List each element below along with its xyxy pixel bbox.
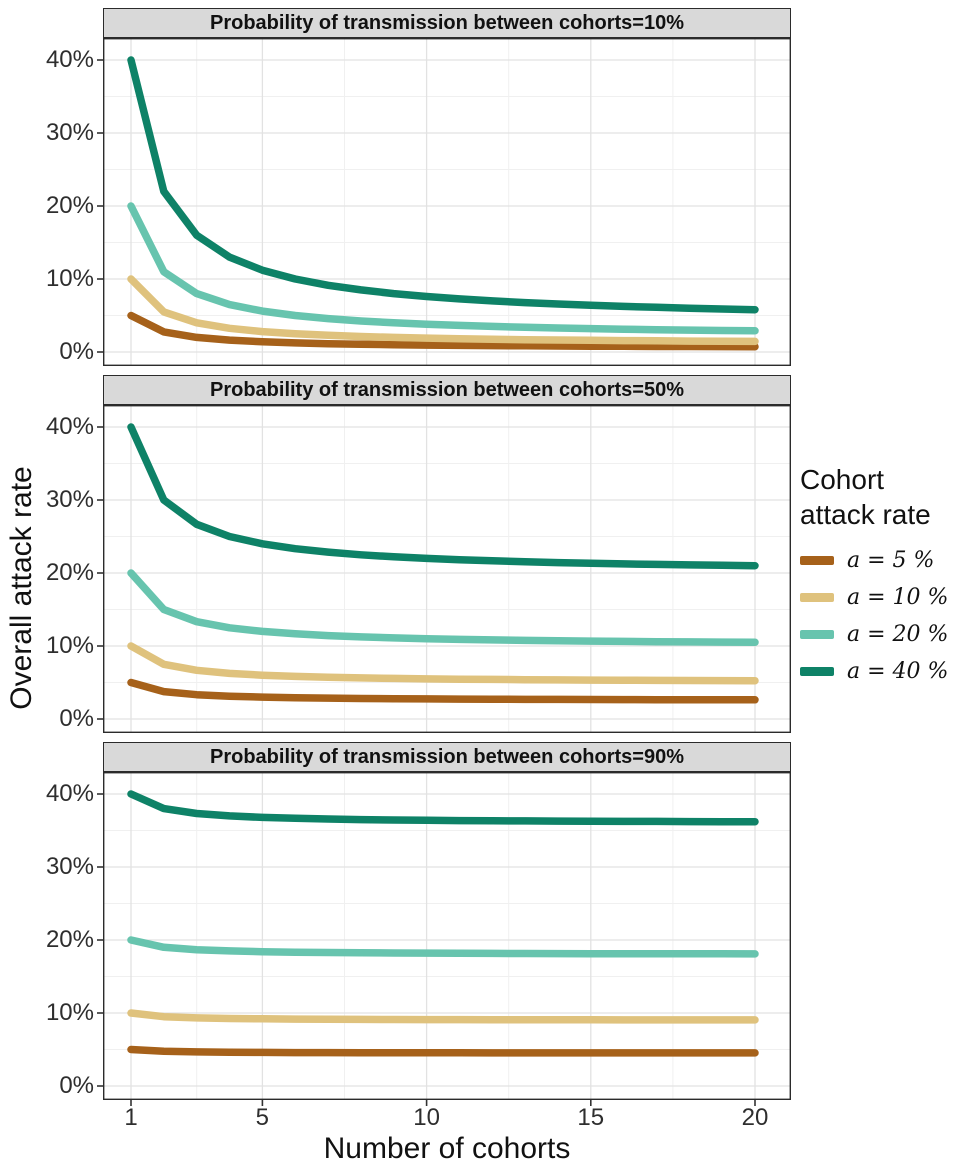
legend-entry: a = 40 %: [800, 658, 976, 684]
y-tick-label: 10%: [45, 632, 94, 659]
y-axis-tick-labels-panel2: 0% 10% 20% 30% 40%: [20, 405, 94, 733]
x-tick-label: 15: [577, 1104, 605, 1131]
legend-entry: a = 20 %: [800, 621, 976, 647]
legend-title: Cohort attack rate: [800, 464, 931, 530]
legend-entry: a = 10 %: [800, 584, 976, 610]
facet-strip-label: Probability of transmission between coho…: [209, 378, 684, 401]
legend-entry-label: a = 10 %: [847, 584, 949, 610]
x-axis-tick-labels: 1 5 10 15 20: [103, 1104, 791, 1132]
y-tick-label: 30%: [45, 119, 94, 146]
x-tick-label: 20: [741, 1104, 769, 1131]
y-tick-label: 0%: [59, 338, 94, 365]
x-tick-label: 10: [413, 1104, 440, 1131]
facet-panel-50pct: Probability of transmission between coho…: [97, 375, 791, 734]
legend-entry-label: a = 20 %: [847, 621, 949, 647]
y-tick-label: 0%: [59, 705, 94, 732]
facet-panel-10pct: Probability of transmission between coho…: [97, 8, 791, 367]
panel-plot-90pct: [97, 771, 791, 1106]
facet-strip-label: Probability of transmission between coho…: [209, 11, 684, 34]
facet-panel-90pct: Probability of transmission between coho…: [97, 742, 791, 1106]
facet-strip-50pct: Probability of transmission between coho…: [103, 375, 791, 405]
legend-key-swatch: [800, 555, 834, 565]
y-tick-label: 30%: [45, 486, 94, 513]
legend-key-swatch: [800, 592, 834, 602]
y-tick-label: 40%: [45, 413, 94, 440]
y-tick-label: 20%: [45, 559, 94, 586]
y-tick-label: 10%: [45, 265, 94, 292]
y-tick-label: 40%: [45, 46, 94, 73]
y-axis-tick-labels-panel3: 0% 10% 20% 30% 40%: [20, 772, 94, 1100]
x-tick-label: 5: [255, 1104, 270, 1131]
legend-entry-label: a = 5 %: [847, 547, 935, 573]
y-tick-label: 20%: [45, 192, 94, 219]
legend-key-swatch: [800, 629, 834, 639]
y-tick-label: 0%: [59, 1072, 94, 1099]
legend-entry: a = 5 %: [800, 547, 976, 573]
y-tick-label: 20%: [45, 926, 94, 953]
facet-strip-90pct: Probability of transmission between coho…: [103, 742, 791, 772]
legend-key-swatch: [800, 666, 834, 676]
panel-plot-10pct: [97, 37, 791, 367]
y-tick-label: 30%: [45, 853, 94, 880]
x-axis-title: Number of cohorts: [323, 1132, 571, 1165]
legend-entry-label: a = 40 %: [847, 658, 949, 684]
y-tick-label: 10%: [45, 999, 94, 1026]
x-tick-label: 1: [124, 1104, 138, 1131]
facet-strip-label: Probability of transmission between coho…: [209, 745, 684, 768]
y-axis-tick-labels-panel1: 0% 10% 20% 30% 40%: [20, 38, 94, 366]
legend: Cohort attack rate a = 5 % a = 10 % a = …: [800, 462, 976, 684]
legend-entries: a = 5 % a = 10 % a = 20 % a = 40 %: [800, 547, 976, 684]
facet-strip-10pct: Probability of transmission between coho…: [103, 8, 791, 38]
y-tick-label: 40%: [45, 780, 94, 807]
panel-plot-50pct: [97, 404, 791, 734]
